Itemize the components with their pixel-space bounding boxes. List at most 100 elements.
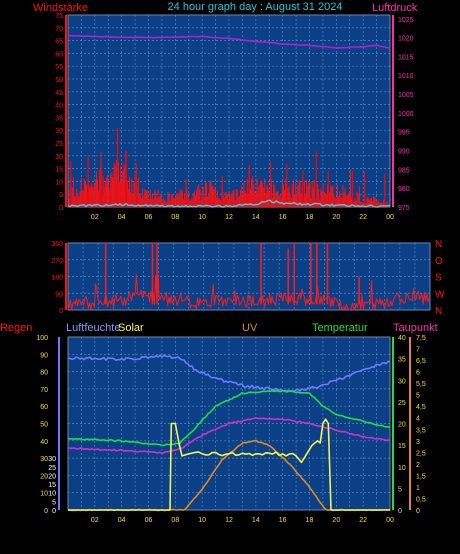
- x-tick-label-bottom: 00: [386, 517, 394, 524]
- x-tick-label-top: 04: [118, 214, 126, 221]
- regen-axis-label: Regen: [0, 322, 32, 334]
- solar-axis-label: Solar: [118, 322, 144, 334]
- direction-tick-label: 360: [51, 241, 63, 248]
- wind-tick-label: 40: [55, 103, 63, 110]
- compass-tick-label: W: [435, 289, 445, 300]
- x-tick-label-bottom: 04: [118, 517, 126, 524]
- x-tick-label-top: 02: [91, 214, 99, 221]
- regen-tick-label: 30: [48, 456, 56, 463]
- wind-axis-label: Windstärke: [33, 2, 88, 14]
- regen-tick-label: 0: [52, 508, 56, 515]
- uv-tick-label: 5: [416, 393, 420, 400]
- wind-tick-label: 70: [55, 26, 63, 33]
- x-tick-label-top: 08: [171, 214, 179, 221]
- temperature-line: [67, 389, 391, 447]
- humidity-tick-label: 20: [40, 473, 48, 480]
- temperature-tick-label: 25: [398, 400, 406, 407]
- direction-spikes: [104, 243, 360, 305]
- uv-tick-label: 2: [416, 462, 420, 469]
- pressure-tick-label: 1020: [398, 36, 414, 43]
- humidity-tick-label: 10: [40, 491, 48, 498]
- wind-tick-label: 20: [55, 154, 63, 161]
- wind-tick-label: 50: [55, 77, 63, 84]
- regen-tick-label: 5: [52, 499, 56, 506]
- wind-tick-label: 15: [55, 167, 63, 174]
- x-tick-label-top: 06: [145, 214, 153, 221]
- compass-tick-label: S: [435, 273, 442, 284]
- uv-tick-label: 1: [416, 485, 420, 492]
- pressure-tick-label: 975: [398, 205, 410, 212]
- direction-tick-label: 180: [51, 275, 63, 282]
- humidity-tick-label: 100: [36, 335, 48, 342]
- temperature-tick-label: 35: [398, 357, 406, 364]
- pressure-tick-label: 995: [398, 130, 410, 137]
- x-tick-label-bottom: 18: [306, 517, 314, 524]
- pressure-tick-label: 1025: [398, 17, 414, 24]
- humidity-tick-label: 60: [40, 404, 48, 411]
- humidity-tick-label: 40: [40, 439, 48, 446]
- pressure-axis-label: Luftdruck: [372, 2, 418, 14]
- pressure-tick-label: 1005: [398, 92, 414, 99]
- regen-tick-label: 25: [48, 465, 56, 472]
- humidity-line: [67, 354, 391, 392]
- direction-tick-label: 270: [51, 258, 63, 265]
- pressure-tick-label: 1015: [398, 54, 414, 61]
- pressure-tick-label: 1000: [398, 111, 414, 118]
- humidity-tick-label: 30: [40, 456, 48, 463]
- uv-tick-label: 3,5: [416, 427, 426, 434]
- solar-line: [68, 418, 390, 511]
- compass-tick-label: O: [435, 256, 443, 267]
- x-tick-label-bottom: 08: [171, 517, 179, 524]
- uv-tick-label: 3: [416, 439, 420, 446]
- uv-tick-label: 2,5: [416, 450, 426, 457]
- temperature-tick-label: 30: [398, 378, 406, 385]
- pressure-tick-label: 1010: [398, 73, 414, 80]
- wind-tick-label: 75: [55, 13, 63, 20]
- gust-spikes: [70, 127, 386, 207]
- uv-axis-label: UV: [242, 322, 258, 334]
- x-tick-label-bottom: 14: [252, 517, 260, 524]
- dewpoint-line: [67, 416, 391, 455]
- x-tick-label-top: 12: [225, 214, 233, 221]
- wind-avg-line: [67, 199, 391, 208]
- uv-tick-label: 0,5: [416, 496, 426, 503]
- x-tick-label-top: 10: [198, 214, 206, 221]
- x-tick-label-top: 00: [386, 214, 394, 221]
- temperature-tick-label: 15: [398, 443, 406, 450]
- temperature-axis-label: Temperatur: [312, 322, 368, 334]
- x-tick-label-top: 20: [332, 214, 340, 221]
- x-tick-label-top: 16: [279, 214, 287, 221]
- compass-tick-label: N: [435, 306, 442, 317]
- x-tick-label-bottom: 12: [225, 517, 233, 524]
- uv-tick-label: 4: [416, 416, 420, 423]
- pressure-line: [67, 34, 390, 49]
- wind-tick-label: 55: [55, 64, 63, 71]
- pressure-tick-label: 985: [398, 167, 410, 174]
- grid-3: [68, 337, 390, 510]
- graph-title: 24 hour graph day : August 31 2024: [168, 1, 343, 13]
- x-tick-label-bottom: 06: [145, 517, 153, 524]
- temperature-tick-label: 10: [398, 465, 406, 472]
- wind-tick-label: 0: [59, 205, 63, 212]
- uv-tick-label: 7,5: [416, 335, 426, 342]
- uv-tick-label: 4,5: [416, 404, 426, 411]
- temperature-tick-label: 40: [398, 335, 406, 342]
- regen-tick-label: 15: [48, 482, 56, 489]
- x-tick-label-top: 14: [252, 214, 260, 221]
- uv-tick-label: 1,5: [416, 473, 426, 480]
- x-tick-label-bottom: 20: [332, 517, 340, 524]
- uv-tick-label: 7: [416, 347, 420, 354]
- regen-tick-label: 20: [48, 473, 56, 480]
- wind-tick-label: 45: [55, 90, 63, 97]
- direction-line: [67, 274, 430, 311]
- x-tick-label-bottom: 22: [359, 517, 367, 524]
- direction-tick-label: 0: [59, 308, 63, 315]
- uv-tick-label: 5,5: [416, 381, 426, 388]
- uv-tick-label: 6,5: [416, 358, 426, 365]
- x-tick-label-bottom: 16: [279, 517, 287, 524]
- pressure-tick-label: 980: [398, 186, 410, 193]
- x-tick-label-bottom: 02: [91, 517, 99, 524]
- x-tick-label-bottom: 10: [198, 517, 206, 524]
- x-tick-label-top: 18: [306, 214, 314, 221]
